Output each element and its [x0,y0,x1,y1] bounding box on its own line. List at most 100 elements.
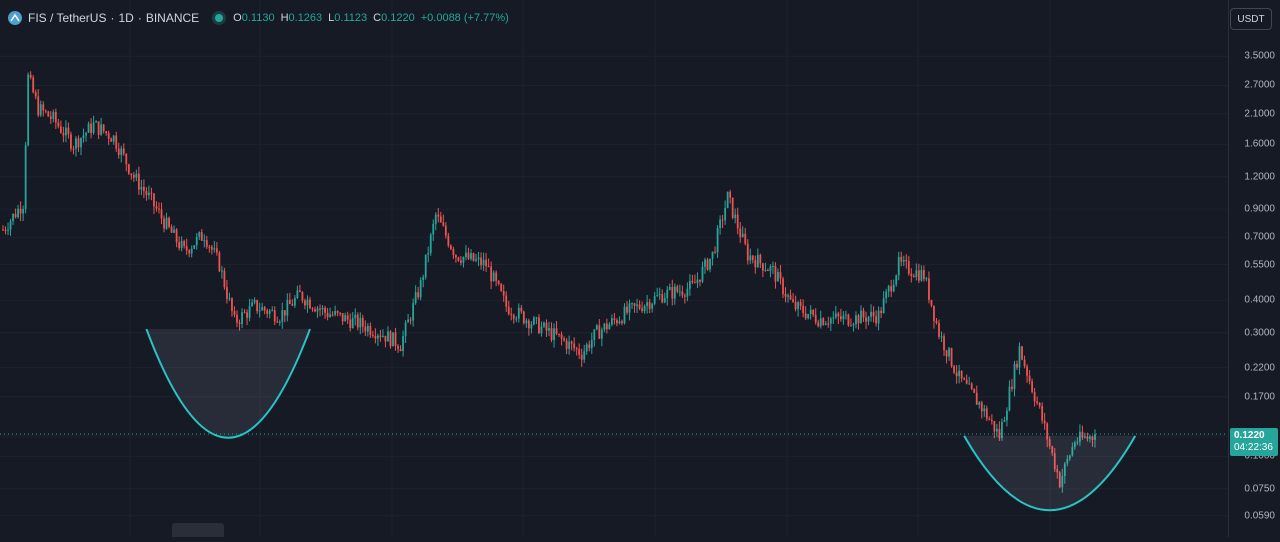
candle-body [452,249,455,256]
candle-body [809,309,812,314]
candle-body [414,292,417,304]
candle-body [316,308,319,312]
price-chart[interactable] [0,0,1228,537]
candle-body [807,313,810,319]
price-tick-label: 1.6000 [1244,138,1275,150]
candle-body [427,253,430,255]
candle-body [145,191,148,196]
candle-body [515,318,518,320]
candle-body [605,323,608,330]
interval[interactable]: 1D [118,11,134,25]
candle-body [915,270,918,278]
price-axis[interactable]: 3.5000 2.7000 2.1000 1.6000 1.2000 0.9000 0.70… [1228,0,1280,537]
candle-body [568,341,571,349]
candle-body [895,275,898,285]
candle-body [512,315,515,319]
candle-body [422,277,425,280]
candle-body [860,310,862,324]
candle-body [95,121,97,123]
candle-body [105,131,108,134]
candle-body [643,305,646,312]
candle-body [988,418,991,420]
candle-body [834,313,837,318]
candle-body [716,228,719,253]
candle-body [1001,421,1003,439]
candle-body [1026,366,1028,376]
candle-body [729,191,732,198]
ohlc-high: H0.1263 [280,12,323,24]
candle-body [671,286,674,299]
candle-body [902,259,905,262]
candle-body [457,257,460,261]
candle-body [563,338,565,341]
candle-body [369,325,372,335]
candle-body [1021,346,1023,360]
candle-body [238,322,241,324]
candle-body [595,325,598,330]
candle-body [158,208,160,210]
candle-body [72,148,75,150]
candle-body [827,323,830,325]
candle-body [246,312,248,318]
candle-body [173,229,175,233]
candle-body [543,322,545,327]
symbol-name[interactable]: FIS / TetherUS [28,11,107,25]
candle-body [953,366,955,373]
candle-body [1086,436,1089,439]
candle-body [432,223,435,235]
candle-body [855,315,857,325]
candle-body [638,304,641,309]
candle-body [127,164,130,174]
candle-body [938,322,940,337]
candle-body [377,335,379,339]
candle-body [170,226,173,233]
candle-body [77,138,80,148]
candle-body [387,331,389,342]
candle-body [402,336,404,352]
currency-button[interactable]: USDT [1230,8,1272,30]
candle-body [676,286,679,292]
price-tick-label: 2.1000 [1244,108,1275,120]
candle-body [769,266,772,271]
candle-body [263,307,266,311]
candle-body [356,314,359,328]
candle-body [736,214,739,229]
candle-body [928,278,930,300]
candle-body [210,246,213,250]
candle-body [641,308,643,312]
candle-body [394,332,397,346]
candle-body [175,229,178,243]
chart-area[interactable] [0,0,1228,537]
candle-body [872,311,875,317]
candle-body [1036,401,1039,403]
ohlc-low: L0.1123 [328,12,368,24]
candle-body [1033,391,1036,402]
candle-body [973,388,976,393]
candle-body [140,187,143,190]
candle-body [465,252,467,258]
candle-body [200,232,203,241]
candle-body [193,245,196,249]
candle-body [14,213,17,218]
candle-body [392,332,394,347]
candle-body [9,221,12,230]
floating-toolbar[interactable] [172,523,224,537]
candle-body [1003,420,1006,422]
candle-body [774,265,777,282]
candle-body [719,219,721,229]
candle-body [351,318,354,329]
candle-body [704,259,706,267]
candle-body [950,348,953,367]
candle-body [701,266,704,282]
candle-body [794,301,797,310]
candle-body [268,310,271,314]
candle-body [714,251,716,253]
candle-body [731,197,734,218]
candle-body [621,321,623,324]
candle-body [560,334,563,339]
candle-body [85,132,87,136]
candle-body [797,302,799,310]
candle-body [857,315,860,324]
candle-body [346,315,349,320]
candle-body [226,287,228,299]
